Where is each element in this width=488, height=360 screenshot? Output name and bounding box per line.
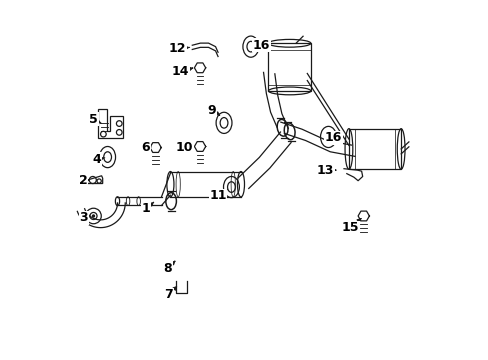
Text: 16: 16 bbox=[252, 39, 269, 52]
Text: 8: 8 bbox=[163, 261, 175, 275]
Text: 2: 2 bbox=[79, 174, 89, 186]
Text: 6: 6 bbox=[141, 141, 151, 154]
Text: 3: 3 bbox=[79, 211, 89, 224]
Text: 7: 7 bbox=[164, 287, 176, 301]
Text: 10: 10 bbox=[175, 141, 193, 154]
Text: 4: 4 bbox=[92, 153, 104, 166]
Text: 15: 15 bbox=[341, 219, 360, 234]
Circle shape bbox=[92, 215, 94, 217]
Text: 16: 16 bbox=[324, 131, 342, 144]
Text: 11: 11 bbox=[209, 189, 227, 202]
Text: 1: 1 bbox=[142, 202, 153, 215]
Text: 13: 13 bbox=[316, 164, 335, 177]
Text: 12: 12 bbox=[168, 42, 189, 55]
Text: 5: 5 bbox=[89, 113, 101, 126]
Text: 14: 14 bbox=[171, 65, 192, 78]
Text: 9: 9 bbox=[207, 104, 219, 117]
